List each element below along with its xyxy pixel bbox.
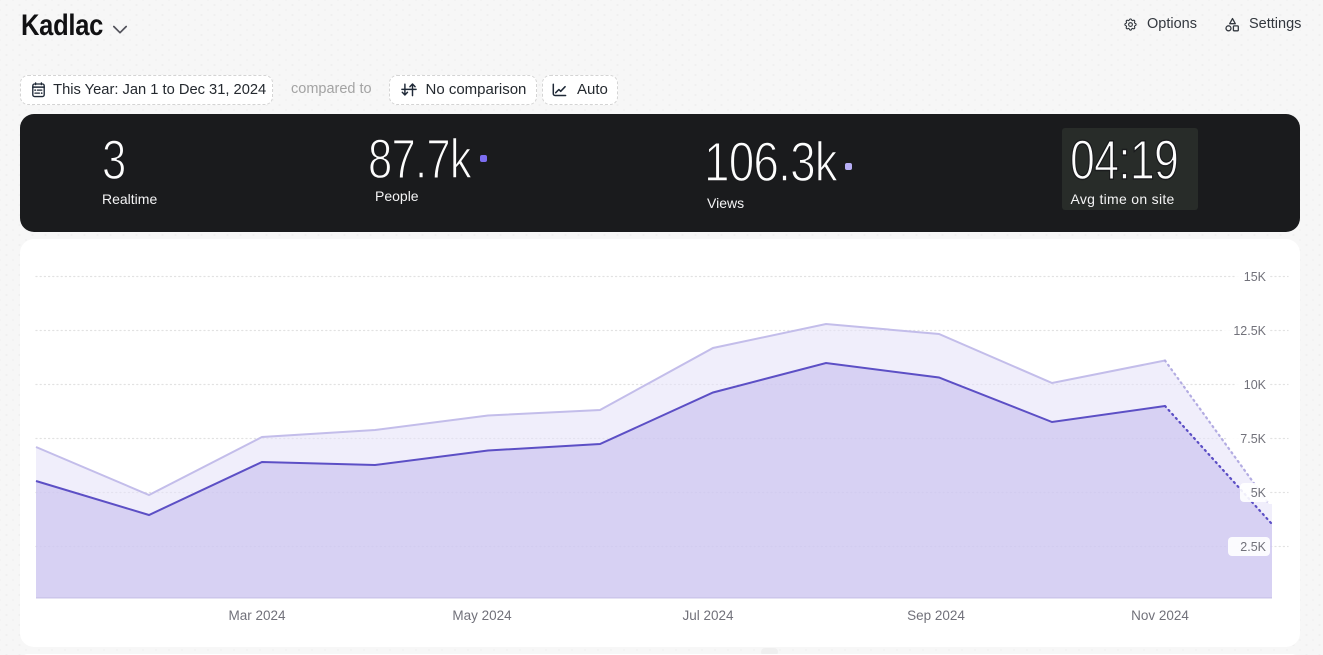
svg-text:Jul 2024: Jul 2024 (682, 608, 734, 623)
svg-text:Nov 2024: Nov 2024 (1131, 608, 1189, 623)
svg-text:7.5K: 7.5K (1240, 432, 1266, 446)
svg-text:May 2024: May 2024 (452, 608, 512, 623)
svg-text:12.5K: 12.5K (1233, 324, 1266, 338)
svg-text:5K: 5K (1251, 486, 1267, 500)
svg-text:10K: 10K (1244, 378, 1267, 392)
svg-text:Sep 2024: Sep 2024 (907, 608, 965, 623)
svg-text:15K: 15K (1244, 270, 1267, 284)
svg-text:Mar 2024: Mar 2024 (228, 608, 286, 623)
svg-text:2.5K: 2.5K (1240, 540, 1266, 554)
